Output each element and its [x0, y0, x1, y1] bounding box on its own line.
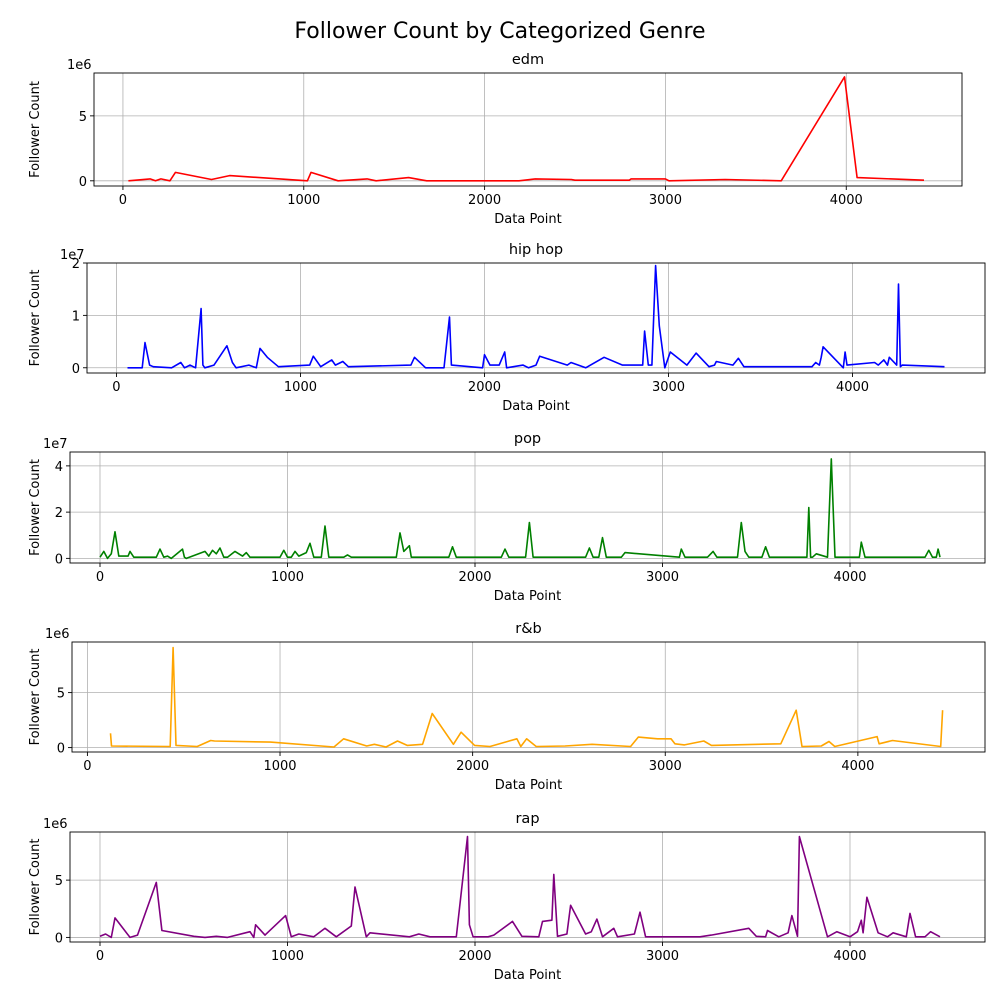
x-tick-label: 3000	[649, 759, 682, 774]
y-tick-label: 0	[55, 931, 63, 946]
x-tick-label: 1000	[263, 759, 296, 774]
series-line-edm	[128, 76, 925, 182]
y-axis-label: Follower Count	[28, 270, 43, 367]
axes-frame	[93, 72, 963, 187]
axes-frame	[86, 262, 986, 374]
y-offset-label: 1e6	[43, 817, 68, 832]
y-offset-label: 1e7	[43, 437, 68, 452]
y-tick-label: 2	[55, 506, 63, 521]
x-tick-label: 0	[119, 193, 127, 208]
y-offset-label: 1e7	[60, 248, 85, 263]
x-axis-label: Data Point	[494, 968, 561, 983]
y-tick-label: 0	[57, 742, 65, 757]
x-tick-label: 4000	[836, 380, 869, 395]
x-tick-label: 1000	[271, 949, 304, 964]
x-tick-label: 2000	[468, 380, 501, 395]
x-tick-label: 2000	[458, 949, 491, 964]
chart-title: hip hop	[509, 242, 563, 258]
y-tick-label: 0	[55, 552, 63, 567]
series-line-hip-hop	[127, 264, 945, 369]
figure-suptitle: Follower Count by Categorized Genre	[294, 19, 705, 44]
x-tick-label: 4000	[833, 570, 866, 585]
y-tick-label: 0	[79, 175, 87, 190]
y-offset-label: 1e6	[67, 58, 92, 73]
x-tick-label: 2000	[468, 193, 501, 208]
chart-title: pop	[514, 431, 541, 447]
y-offset-label: 1e6	[45, 627, 70, 642]
y-tick-label: 5	[55, 874, 63, 889]
x-tick-label: 0	[96, 570, 104, 585]
axes-frame	[71, 641, 986, 753]
y-tick-label: 2	[72, 257, 80, 272]
x-tick-label: 0	[112, 380, 120, 395]
x-tick-label: 3000	[652, 380, 685, 395]
y-tick-label: 5	[57, 687, 65, 702]
y-axis-label: Follower Count	[28, 839, 43, 936]
chart-pop: 0 1000 2000 3000 4000 0 2 4 1e7 pop Data Point Foll…	[28, 431, 986, 604]
chart-title: edm	[512, 52, 544, 68]
x-axis-label: Data Point	[495, 778, 562, 793]
y-tick-label: 5	[79, 110, 87, 125]
x-tick-label: 1000	[287, 193, 320, 208]
chart-edm: 0 1000 2000 3000 4000 0 5 1e6 edm Data Point Follo…	[28, 52, 963, 227]
x-tick-label: 0	[96, 949, 104, 964]
axes-frame	[69, 451, 986, 564]
chart-rap: 0 1000 2000 3000 4000 0 5 1e6 rap Data Point Follo…	[28, 811, 986, 983]
x-tick-label: 3000	[646, 570, 679, 585]
x-tick-label: 3000	[646, 949, 679, 964]
x-axis-label: Data Point	[494, 212, 561, 227]
y-tick-label: 0	[72, 362, 80, 377]
chart-title: rap	[515, 811, 539, 827]
x-tick-label: 4000	[833, 949, 866, 964]
x-tick-label: 4000	[841, 759, 874, 774]
x-tick-label: 4000	[830, 193, 863, 208]
axes-frame	[69, 831, 986, 943]
x-tick-label: 0	[83, 759, 91, 774]
y-axis-label: Follower Count	[28, 81, 43, 178]
chart-title: r&b	[515, 621, 541, 637]
x-tick-label: 3000	[649, 193, 682, 208]
y-tick-label: 1	[72, 309, 80, 324]
x-axis-label: Data Point	[502, 399, 569, 414]
series-line-rap	[99, 835, 941, 939]
series-line-pop	[99, 458, 941, 560]
y-tick-label: 4	[55, 460, 63, 475]
x-tick-label: 2000	[458, 570, 491, 585]
y-axis-label: Follower Count	[28, 459, 43, 556]
x-tick-label: 2000	[456, 759, 489, 774]
x-axis-label: Data Point	[494, 589, 561, 604]
x-tick-label: 1000	[284, 380, 317, 395]
chart-r-b: 0 1000 2000 3000 4000 0 5 1e6 r&b Data Point Follo…	[28, 621, 986, 793]
series-line-r-b	[109, 646, 944, 748]
y-axis-label: Follower Count	[28, 649, 43, 746]
x-tick-label: 1000	[271, 570, 304, 585]
